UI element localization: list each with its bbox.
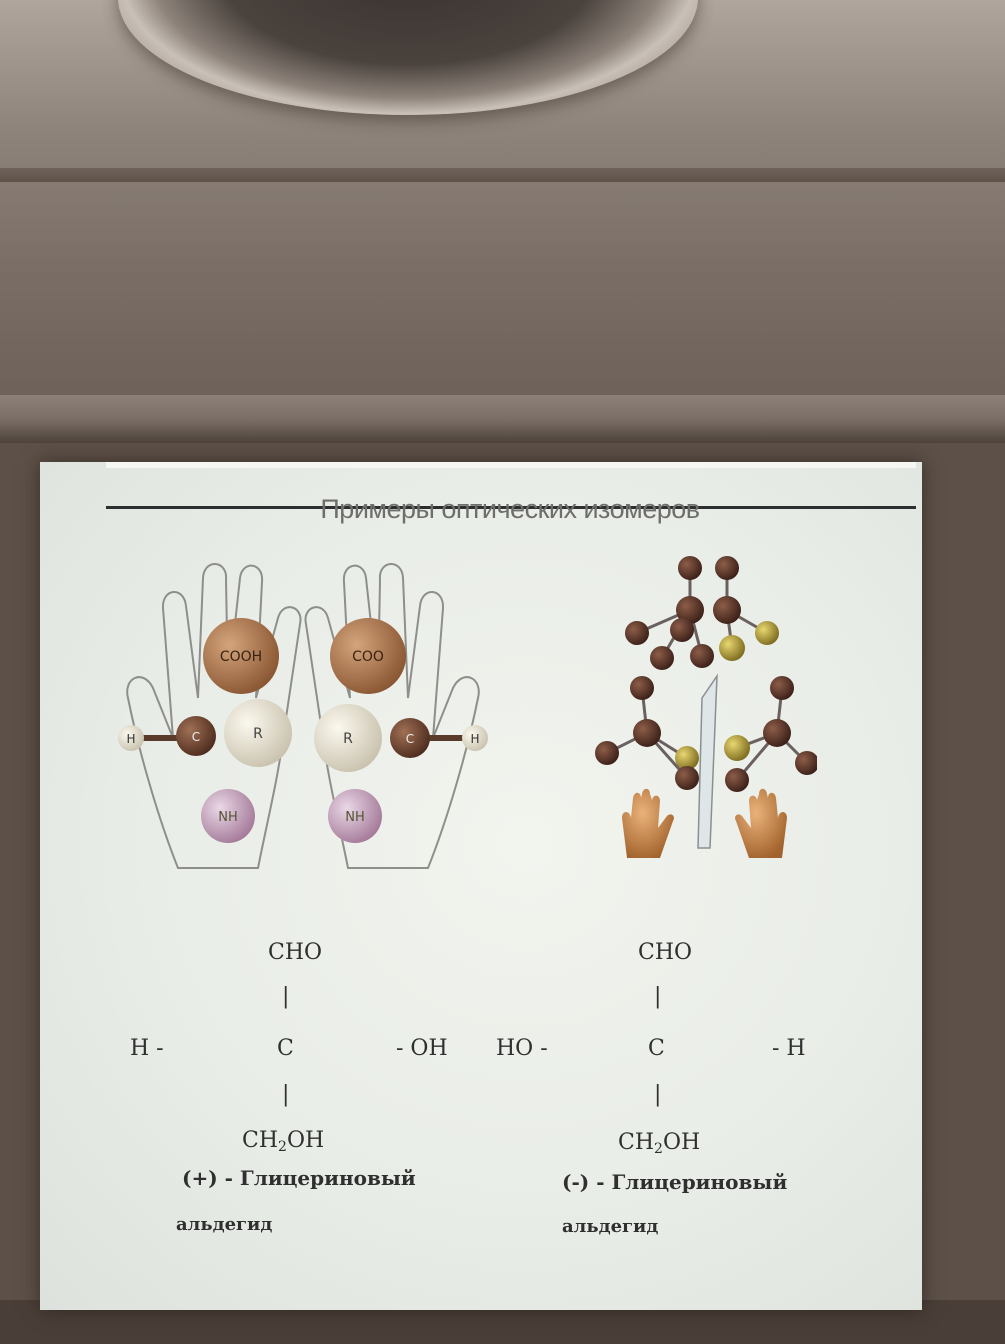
formula-left-bottom-tail: OH — [286, 1128, 325, 1153]
hands-molecule-illustration: H COOH R C NH H COO R C NH — [118, 563, 488, 869]
formula-right-bottom-sub: 2 — [654, 1141, 663, 1157]
slide-title-rule — [106, 506, 916, 509]
formula-right-left-group: HO - — [496, 1036, 548, 1061]
formula-right-center: C — [648, 1036, 665, 1061]
formula-left-left-group: H - — [130, 1036, 164, 1061]
formula-left-bottom-main: CH — [242, 1128, 279, 1153]
formula-left-name-1: (+) - Глицериновый — [182, 1166, 416, 1190]
right-hand-outline — [304, 563, 480, 869]
small-right-hand — [735, 788, 787, 858]
formula-left-bond-top: | — [282, 984, 290, 1009]
formula-right-name-1: (-) - Глицериновый — [562, 1170, 788, 1194]
left-cooh-label: COOH — [220, 649, 262, 665]
screen-top-edge — [106, 462, 916, 468]
cornice — [0, 395, 1005, 443]
formula-right-right-group: - H — [772, 1036, 806, 1061]
mirror-molecules-illustration — [595, 556, 817, 858]
left-r-label: R — [253, 726, 263, 742]
right-nh-label: NH — [345, 810, 365, 825]
left-h-label: H — [126, 732, 135, 746]
small-left-hand — [622, 788, 674, 858]
formula-left-right-group: - OH — [396, 1036, 448, 1061]
formula-left-bond-bottom: | — [282, 1082, 290, 1107]
slide-title: Примеры оптических изомеров — [320, 494, 700, 524]
formula-left-bottom: CH2OH — [242, 1128, 324, 1155]
formula-left: CHO | H - C - OH | CH2OH (+) - Глицерино… — [130, 940, 490, 1250]
right-h-label: H — [470, 732, 479, 746]
formula-right-bottom-tail: OH — [662, 1130, 701, 1155]
left-nh-label: NH — [218, 810, 238, 825]
mirror-plane — [697, 673, 718, 849]
formula-right-bond-top: | — [654, 984, 662, 1009]
formula-right: CHO | HO - C - H | CH2OH (-) - Глицерино… — [496, 940, 826, 1250]
formula-right-bottom-main: CH — [618, 1130, 655, 1155]
formula-left-center: C — [277, 1036, 294, 1061]
left-c-label: C — [192, 730, 200, 744]
formula-left-name-2: альдегид — [176, 1214, 273, 1235]
right-r-label: R — [343, 731, 353, 747]
projection-screen — [40, 462, 922, 1310]
formula-right-bottom: CH2OH — [618, 1130, 700, 1157]
right-coo-label: COO — [352, 649, 384, 665]
formula-right-name-2: альдегид — [562, 1216, 659, 1237]
right-c-label: C — [406, 732, 414, 746]
ceiling-beam — [0, 168, 1005, 182]
formula-left-bottom-sub: 2 — [278, 1139, 287, 1155]
formula-right-top: CHO — [638, 940, 693, 965]
formula-left-top: CHO — [268, 940, 323, 965]
formula-right-bond-bottom: | — [654, 1082, 662, 1107]
left-hand-outline — [126, 563, 302, 869]
